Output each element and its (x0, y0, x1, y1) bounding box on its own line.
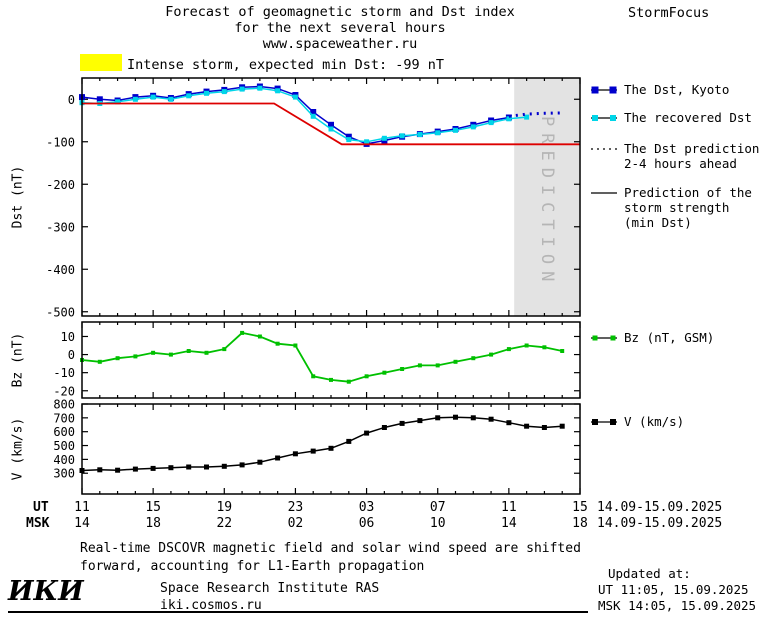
svg-text:800: 800 (53, 398, 75, 412)
svg-text:600: 600 (53, 425, 75, 439)
x-tick-label: 11 (501, 500, 517, 515)
svg-text:PREDICTION: PREDICTION (537, 116, 557, 288)
svg-text:0: 0 (68, 93, 75, 107)
svg-text:-400: -400 (46, 263, 75, 277)
bz-chart: 10 0 -10 -20 (53, 321, 581, 399)
svg-text:-20: -20 (53, 384, 75, 398)
iki-logo: ИКИ (8, 576, 84, 607)
legend-dst-kyoto: The Dst, Kyoto (590, 82, 729, 97)
x-tick-label: 02 (287, 516, 304, 531)
legend-bz-label: Bz (nT, GSM) (624, 330, 715, 345)
x-tick-label: 15 (572, 500, 588, 515)
dst-chart: PREDICTION 0 -100 -200 -300 -400 -500 (46, 77, 581, 319)
legend-v: V (km/s) (590, 414, 684, 429)
svg-text:400: 400 (53, 453, 75, 467)
x-tick-label: 03 (358, 500, 375, 515)
institute-name: Space Research Institute RAS (160, 581, 380, 596)
legend-v-label: V (km/s) (624, 414, 685, 429)
spaceweather-link[interactable]: www.spaceweather.ru (262, 36, 418, 52)
dst-prediction-sample-icon (591, 148, 617, 150)
x-tick-label: 23 (287, 500, 304, 515)
title-line-1: Forecast of geomagnetic storm and Dst in… (165, 4, 515, 20)
svg-text:-100: -100 (46, 135, 75, 149)
dst-axis-label: Dst (nT) (10, 165, 26, 229)
svg-text:0: 0 (68, 348, 75, 362)
svg-text:-500: -500 (46, 305, 75, 319)
dst-kyoto-sample-icon (591, 86, 617, 94)
legend-prediction-label: The Dst prediction 2-4 hours ahead (624, 141, 760, 171)
bz-axis-label: Bz (nT) (10, 332, 26, 388)
legend-prediction: The Dst prediction 2-4 hours ahead (590, 141, 759, 171)
date-range-ut: 14.09-15.09.2025 (597, 500, 723, 515)
updated-block: Updated at: UT 11:05, 15.09.2025 MSK 14:… (598, 566, 756, 614)
x-tick-label: 22 (216, 516, 233, 531)
storm-alert-label: Intense storm, expected min Dst: -99 nT (127, 57, 444, 73)
legend-dst-kyoto-label: The Dst, Kyoto (624, 82, 730, 97)
v-axis-label: V (km/s) (10, 417, 26, 481)
footer-rule (8, 611, 588, 613)
x-tick-label: 18 (145, 516, 161, 531)
storm-level-swatch (80, 54, 122, 71)
legend-bz: Bz (nT, GSM) (590, 330, 714, 345)
svg-text:-200: -200 (46, 178, 75, 192)
title-line-2: for the next several hours (234, 20, 446, 36)
msk-tick-row: 14 18 22 02 06 10 14 18 (0, 516, 760, 531)
x-tick-label: 19 (216, 500, 233, 515)
footnote: Real-time DSCOVR magnetic field and sola… (80, 541, 581, 574)
msk-row-label: MSK (26, 516, 50, 531)
page-title: Forecast of geomagnetic storm and Dst in… (80, 4, 600, 52)
x-tick-label: 06 (358, 516, 375, 531)
updated-label: Updated at: (608, 566, 691, 581)
x-tick-label: 11 (74, 500, 90, 515)
svg-text:-300: -300 (46, 220, 75, 234)
updated-ut: UT 11:05, 15.09.2025 (598, 582, 749, 597)
iki-site-link[interactable]: iki.cosmos.ru (160, 598, 262, 613)
legend-strength: Prediction of the storm strength (min Ds… (590, 185, 752, 230)
svg-text:-10: -10 (53, 366, 75, 380)
recovered-dst-sample-icon (591, 115, 617, 121)
x-tick-label: 07 (429, 500, 446, 515)
bz-sample-icon (591, 335, 617, 341)
updated-msk: MSK 14:05, 15.09.2025 (598, 598, 757, 613)
date-range-msk: 14.09-15.09.2025 (597, 516, 723, 531)
svg-text:300: 300 (53, 467, 75, 481)
x-tick-label: 18 (572, 516, 588, 531)
brand-stormfocus: StormFocus (628, 5, 710, 21)
svg-text:500: 500 (53, 439, 75, 453)
x-tick-label: 10 (429, 516, 446, 531)
ut-row-label: UT (33, 500, 49, 515)
x-tick-label: 15 (145, 500, 161, 515)
legend-strength-label: Prediction of the storm strength (min Ds… (624, 185, 752, 230)
x-tick-label: 14 (74, 516, 90, 531)
storm-strength-sample-icon (591, 192, 617, 194)
svg-text:700: 700 (53, 411, 75, 425)
legend-recovered-label: The recovered Dst (624, 110, 752, 125)
svg-text:10: 10 (61, 330, 75, 344)
v-sample-icon (591, 419, 617, 425)
ut-tick-row: 11 15 19 23 03 07 11 15 (0, 500, 760, 515)
legend-recovered: The recovered Dst (590, 110, 752, 125)
x-tick-label: 14 (501, 516, 517, 531)
